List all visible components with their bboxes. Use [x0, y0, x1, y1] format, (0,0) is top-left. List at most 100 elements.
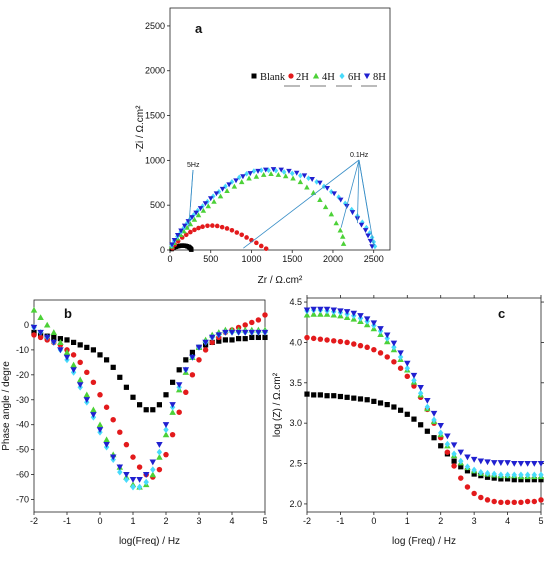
data-point: [76, 376, 84, 383]
legend-item-8h: 8H: [361, 72, 386, 87]
y-tick-label: 1000: [145, 155, 165, 165]
legend-marker: [288, 73, 294, 79]
data-point: [363, 316, 371, 323]
data-point: [371, 398, 377, 404]
data-point: [322, 204, 329, 210]
data-point: [504, 476, 511, 482]
data-point: [103, 404, 110, 410]
data-point: [437, 422, 444, 429]
data-point: [438, 429, 444, 437]
data-point: [331, 338, 337, 344]
x-axis-title: Zr / Ω.cm²: [258, 275, 303, 286]
data-point: [317, 392, 323, 398]
data-point: [270, 167, 277, 173]
series-8h: [169, 167, 375, 250]
data-point: [377, 326, 384, 332]
data-point: [214, 223, 220, 229]
data-point: [219, 186, 226, 192]
data-point: [96, 421, 104, 428]
data-point: [209, 339, 215, 346]
x-tick-label: -1: [336, 516, 344, 526]
data-point: [182, 367, 190, 374]
data-point: [30, 306, 38, 313]
data-point: [83, 397, 91, 404]
data-point: [200, 224, 205, 230]
plot-frame-c: [306, 297, 542, 513]
data-point: [310, 335, 317, 342]
data-point: [241, 329, 249, 336]
data-point: [337, 227, 344, 233]
data-point: [156, 448, 163, 456]
x-tick-label: 2000: [323, 254, 343, 264]
data-point: [175, 382, 183, 389]
data-point: [377, 400, 384, 406]
y-tick-label: -30: [16, 395, 29, 405]
panel-label-a: a: [195, 21, 203, 36]
data-point: [233, 178, 239, 184]
data-point: [189, 372, 196, 378]
data-point: [238, 179, 245, 185]
data-point: [511, 460, 518, 467]
legend: Blank 2H 4H 6H 8H: [251, 72, 386, 87]
data-point: [210, 223, 215, 228]
data-point: [191, 212, 196, 218]
data-point: [263, 246, 269, 251]
data-point: [255, 334, 261, 341]
data-point: [169, 408, 176, 415]
data-point: [215, 332, 223, 339]
data-point: [411, 376, 417, 384]
data-point: [531, 471, 538, 479]
data-point: [169, 402, 176, 409]
data-point: [251, 168, 257, 174]
data-point: [471, 490, 477, 497]
data-point: [357, 313, 364, 320]
data-point: [97, 392, 103, 398]
data-point: [424, 403, 431, 411]
data-point: [249, 319, 255, 326]
data-point: [364, 344, 370, 350]
x-tick-label: 0: [97, 516, 102, 526]
data-point: [211, 198, 217, 204]
data-point: [176, 409, 182, 415]
data-point: [504, 471, 511, 479]
data-point: [478, 494, 484, 501]
data-point: [464, 484, 471, 490]
data-point: [451, 450, 457, 458]
data-point: [224, 188, 230, 194]
data-point: [450, 442, 458, 449]
data-point: [317, 336, 324, 342]
data-point: [123, 471, 130, 478]
data-point: [248, 329, 256, 336]
data-point: [491, 470, 497, 478]
x-tick-label: 1: [405, 516, 410, 526]
y-tick-label: -40: [16, 420, 29, 430]
data-point: [258, 243, 264, 249]
data-point: [246, 175, 252, 181]
data-point: [517, 460, 525, 467]
data-point: [364, 397, 370, 403]
data-point: [306, 175, 311, 182]
data-point: [411, 416, 417, 422]
data-point: [333, 220, 339, 226]
data-point: [343, 309, 351, 315]
data-point: [367, 238, 374, 244]
data-point: [239, 232, 245, 238]
data-point: [458, 464, 464, 470]
legend-item-4h: 4H: [310, 72, 335, 87]
data-point: [417, 389, 424, 397]
data-point: [123, 476, 130, 483]
data-point: [191, 216, 198, 222]
x-axis-title: log(Freq) / Hz: [119, 536, 180, 547]
data-point: [309, 176, 315, 182]
legend-marker: [339, 72, 345, 80]
data-point: [136, 464, 143, 470]
y-axis-title: Phase angle / degre: [1, 361, 12, 451]
data-point: [371, 239, 376, 245]
data-point: [43, 334, 51, 341]
data-point: [57, 347, 64, 354]
data-point: [484, 469, 491, 477]
data-point: [205, 203, 212, 209]
data-point: [303, 311, 311, 318]
data-point: [344, 394, 350, 400]
panel-label-c: c: [498, 306, 505, 321]
